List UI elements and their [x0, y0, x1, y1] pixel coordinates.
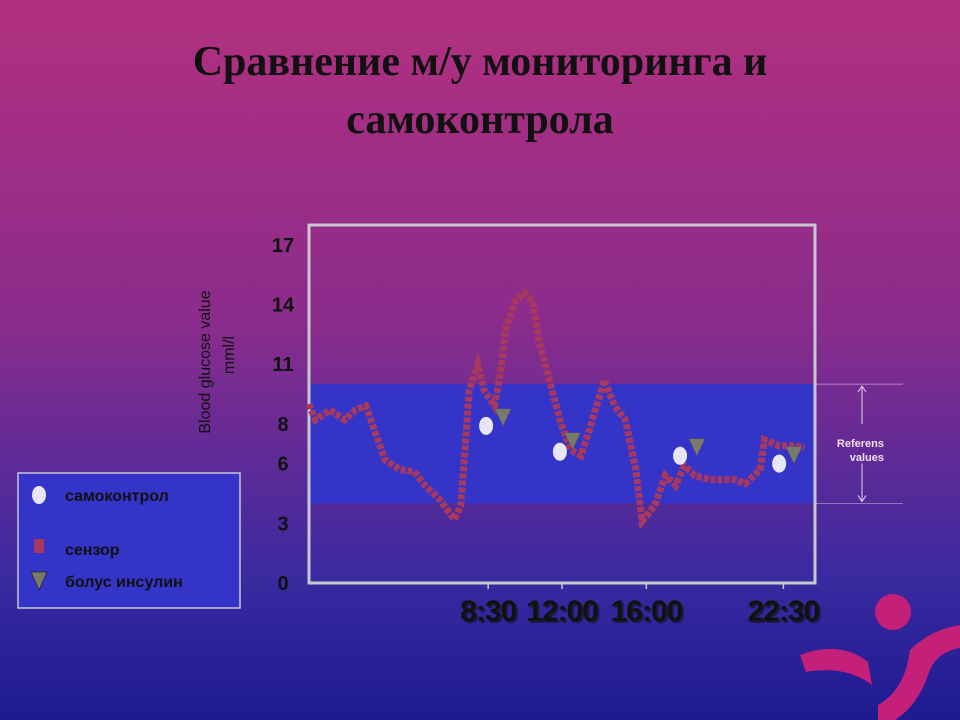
chart-title: Сравнение м/у мониторинга и	[193, 39, 768, 85]
y-tick-label: 17	[272, 235, 294, 257]
bolus-marker	[494, 408, 512, 427]
x-tick-label: 8:30	[460, 595, 516, 628]
legend-label: самоконтрол	[65, 488, 169, 505]
chart-title-line2: самоконтрола	[346, 97, 614, 143]
bolus-marker	[688, 438, 706, 457]
y-tick-label: 14	[272, 295, 295, 317]
sensor-line	[305, 287, 806, 530]
reference-label: Referens values	[836, 438, 884, 464]
legend-marker	[30, 571, 48, 591]
legend-box	[17, 472, 241, 609]
data-point	[673, 446, 688, 465]
data-point	[772, 454, 787, 473]
x-tick-label: 12:00	[526, 595, 598, 628]
logo	[800, 594, 960, 720]
reference-arrow	[857, 463, 867, 503]
legend-marker	[34, 539, 44, 553]
y-axis-title: Blood glucose value	[197, 290, 214, 433]
legend-marker	[32, 486, 46, 504]
y-tick-label: 6	[277, 454, 288, 476]
y-tick-label: 0	[277, 573, 288, 595]
bolus-marker	[785, 446, 803, 465]
legend-label: болус инсулин	[65, 574, 183, 591]
data-point	[552, 442, 567, 461]
x-tick-label-shadow: 22:30	[750, 597, 822, 630]
x-tick-label-shadow: 16:00	[612, 597, 684, 630]
x-tick-label: 16:00	[610, 595, 682, 628]
x-tick-label: 22:30	[748, 595, 820, 628]
x-tick-label-shadow: 12:00	[528, 597, 600, 630]
reference-arrow	[857, 385, 867, 425]
bolus-marker	[564, 432, 581, 451]
y-axis-unit: mml/l	[221, 336, 238, 374]
data-point	[479, 416, 494, 435]
legend-label: сензор	[65, 542, 120, 559]
y-tick-label: 11	[272, 354, 293, 376]
y-tick-label: 8	[277, 414, 288, 436]
x-tick-label-shadow: 8:30	[462, 597, 518, 630]
y-tick-label: 3	[277, 513, 288, 535]
